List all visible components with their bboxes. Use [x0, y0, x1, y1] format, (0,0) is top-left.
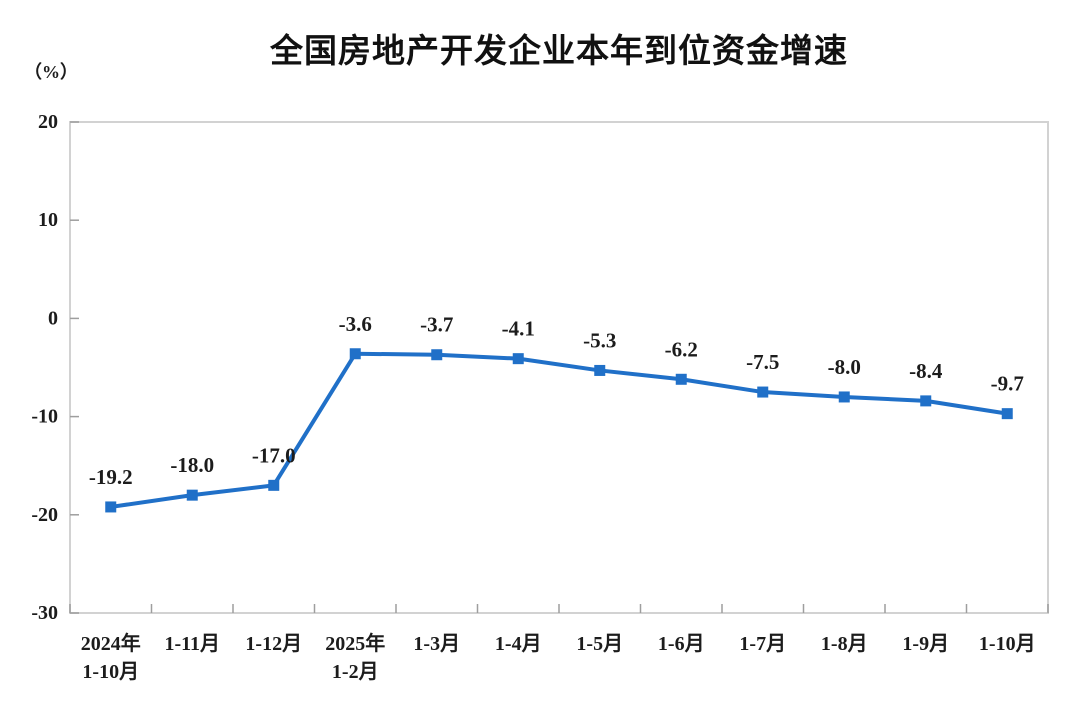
data-point-marker: [594, 364, 606, 376]
data-label: -8.4: [909, 359, 943, 383]
plot-border: [69, 121, 1049, 614]
y-axis-tick-label: -20: [31, 504, 58, 526]
y-axis-tick-label: 0: [48, 307, 58, 329]
data-point-marker: [512, 353, 524, 365]
data-label: -6.2: [665, 337, 698, 361]
data-point-marker: [105, 501, 117, 513]
data-point-marker: [675, 373, 687, 385]
data-line: [108, 351, 1010, 509]
data-label: -8.0: [828, 355, 861, 379]
data-point-marker: [838, 391, 850, 403]
data-label: -7.5: [746, 350, 779, 374]
x-axis-category-label: 1-4月: [495, 633, 542, 655]
data-label: -3.7: [420, 313, 453, 337]
y-axis-tick-label: 10: [38, 209, 58, 231]
data-point-marker: [757, 386, 769, 398]
x-axis-category-label: 1-11月: [164, 633, 220, 655]
x-axis-category-label: 2024年 1-10月: [81, 631, 141, 683]
x-axis-category-label: 1-12月: [245, 633, 302, 655]
data-point-marker: [349, 348, 361, 360]
x-axis-category-label: 1-6月: [658, 633, 705, 655]
x-axis-category-label: 1-7月: [739, 633, 786, 655]
data-label: -4.1: [502, 317, 535, 341]
data-point-marker: [920, 395, 932, 407]
x-axis-category-label: 1-8月: [821, 633, 868, 655]
data-label: -18.0: [170, 453, 214, 477]
x-axis-category-label: 1-3月: [413, 633, 460, 655]
y-axis-unit-label: （%）: [24, 62, 78, 82]
data-label: -17.0: [252, 443, 296, 467]
y-axis-tick-label: -30: [31, 602, 58, 624]
data-point-marker: [268, 479, 280, 491]
x-axis-category-label: 1-5月: [576, 633, 623, 655]
y-axis-tick-label: -10: [31, 406, 58, 428]
data-point-marker: [186, 489, 198, 501]
data-label: -19.2: [89, 465, 133, 489]
data-point-marker: [1001, 408, 1013, 420]
x-axis-category-label: 2025年 1-2月: [325, 631, 385, 683]
data-label: -9.7: [991, 372, 1024, 396]
chart-title: 全国房地产开发企业本年到位资金增速: [270, 32, 848, 69]
data-label: -5.3: [583, 328, 616, 352]
x-axis-category-label: 1-9月: [902, 633, 949, 655]
x-axis-category-label: 1-10月: [979, 633, 1036, 655]
y-axis-tick-label: 20: [38, 111, 58, 133]
data-point-marker: [431, 349, 443, 361]
data-label: -3.6: [339, 312, 372, 336]
